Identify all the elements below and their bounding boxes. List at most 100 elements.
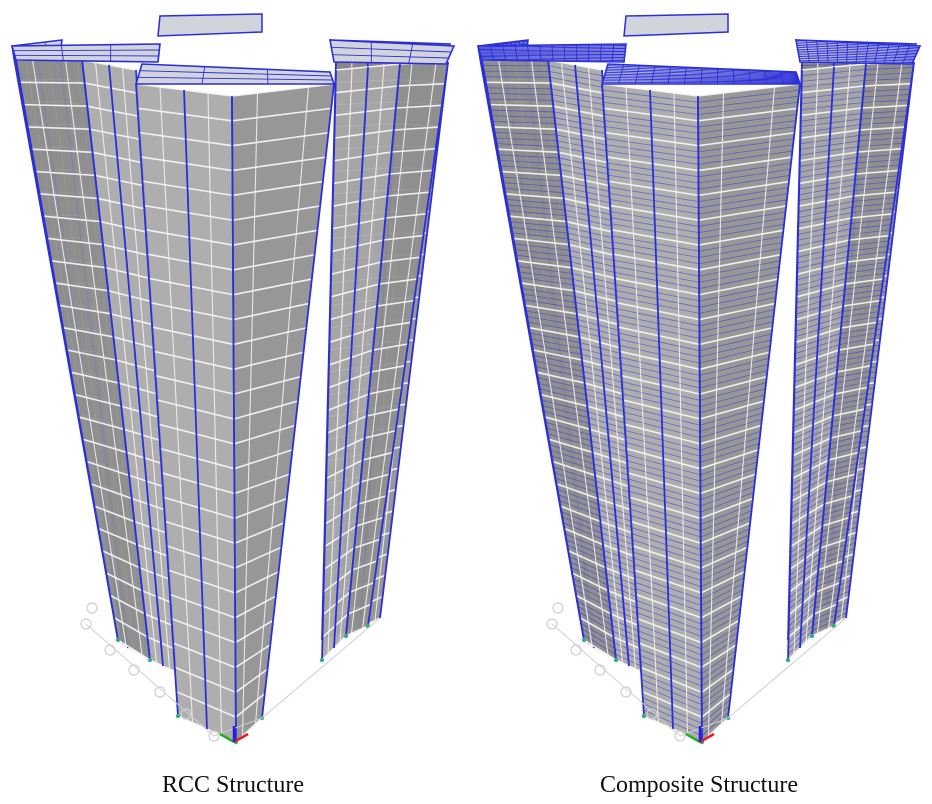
secondary-beam (701, 699, 731, 724)
floor-beam (391, 147, 436, 153)
secondary-beam (812, 614, 836, 626)
floor-beam (505, 193, 564, 200)
secondary-beam (698, 248, 782, 265)
secondary-beam (699, 296, 776, 314)
minor-column (805, 65, 851, 643)
secondary-beam (837, 354, 873, 362)
floor-beam (90, 483, 132, 500)
floor-beam (234, 473, 290, 495)
floor-beam (855, 169, 899, 175)
secondary-beam (833, 403, 866, 411)
floor-beam (843, 299, 881, 307)
secondary-beam (561, 511, 602, 528)
secondary-beam (510, 221, 568, 228)
floor-beam (564, 527, 604, 546)
secondary-beam (839, 338, 875, 345)
secondary-beam (699, 339, 772, 358)
floor-beam (354, 538, 381, 549)
floor-beam (78, 416, 125, 431)
secondary-beam (699, 370, 768, 389)
secondary-beam (698, 217, 785, 234)
minor-column (121, 67, 171, 670)
column (321, 69, 337, 661)
secondary-beam (533, 355, 583, 367)
minor-column (827, 62, 903, 629)
secondary-beam (850, 218, 892, 224)
minor-column (64, 59, 143, 656)
secondary-beam (699, 345, 771, 364)
ground-outline (679, 717, 729, 737)
secondary-beam (574, 583, 610, 603)
floor-beam (698, 131, 795, 147)
secondary-beam (523, 293, 576, 303)
rcc-structure-model (0, 0, 466, 760)
roof-back-panel (623, 13, 729, 37)
secondary-beam (700, 418, 763, 439)
support-symbol (86, 602, 98, 614)
support-symbol (646, 708, 658, 720)
floor-beam (385, 213, 427, 219)
secondary-beam (566, 539, 605, 557)
secondary-beam (855, 175, 898, 180)
floor-beam (98, 527, 138, 546)
secondary-beam (835, 381, 869, 389)
floor-beam (345, 625, 369, 637)
secondary-beam (494, 132, 557, 136)
rcc-structure-drawing (10, 13, 456, 745)
secondary-beam (557, 489, 599, 505)
floor-beam (815, 581, 841, 593)
secondary-beam (848, 245, 888, 252)
column (333, 66, 369, 649)
secondary-beam (499, 159, 560, 165)
secondary-beam (700, 565, 746, 588)
minor-column (497, 59, 593, 646)
ground-outline (85, 623, 215, 737)
secondary-beam (862, 94, 910, 98)
ground-outline (727, 617, 847, 719)
secondary-beam (844, 283, 883, 290)
floor-beam (234, 570, 279, 594)
secondary-beam (526, 310, 578, 321)
secondary-beam (847, 251, 888, 257)
support-symbol (154, 686, 166, 698)
secondary-beam (504, 187, 564, 194)
floor-beam (235, 692, 266, 718)
secondary-beam (826, 468, 857, 477)
floor-beam (820, 538, 847, 549)
secondary-beam (699, 272, 779, 289)
floor-beam (43, 215, 101, 223)
floor-beam (493, 126, 556, 131)
minor-column (339, 65, 385, 643)
base-node (115, 637, 121, 643)
minor-column (361, 62, 437, 629)
column (15, 59, 119, 641)
secondary-beam (698, 101, 798, 116)
column (574, 64, 630, 667)
floor-beam (699, 400, 765, 420)
floor-beam (234, 449, 293, 470)
floor-beam (86, 460, 130, 477)
floor-beam (232, 107, 332, 122)
secondary-beam (700, 540, 749, 563)
secondary-beam (495, 137, 558, 142)
secondary-beam (534, 360, 584, 372)
floor-beam (35, 170, 96, 177)
secondary-beam (558, 494, 600, 511)
floor-beam (834, 386, 869, 395)
floor-beam (39, 193, 98, 200)
secondary-beam (699, 284, 778, 302)
left-wing-roof (10, 43, 161, 63)
floor-beam (513, 237, 570, 246)
secondary-beam (825, 479, 855, 488)
floor-beam (19, 81, 85, 84)
floor-beam (521, 282, 575, 292)
ground-outline (213, 717, 263, 737)
secondary-beam (698, 95, 799, 109)
secondary-beam (835, 376, 870, 384)
floor-beam (579, 616, 614, 638)
floor-beam (117, 639, 151, 661)
floor-beam (70, 371, 119, 384)
secondary-beam (562, 516, 602, 534)
floor-beam (232, 253, 315, 271)
floor-beam (233, 327, 307, 346)
